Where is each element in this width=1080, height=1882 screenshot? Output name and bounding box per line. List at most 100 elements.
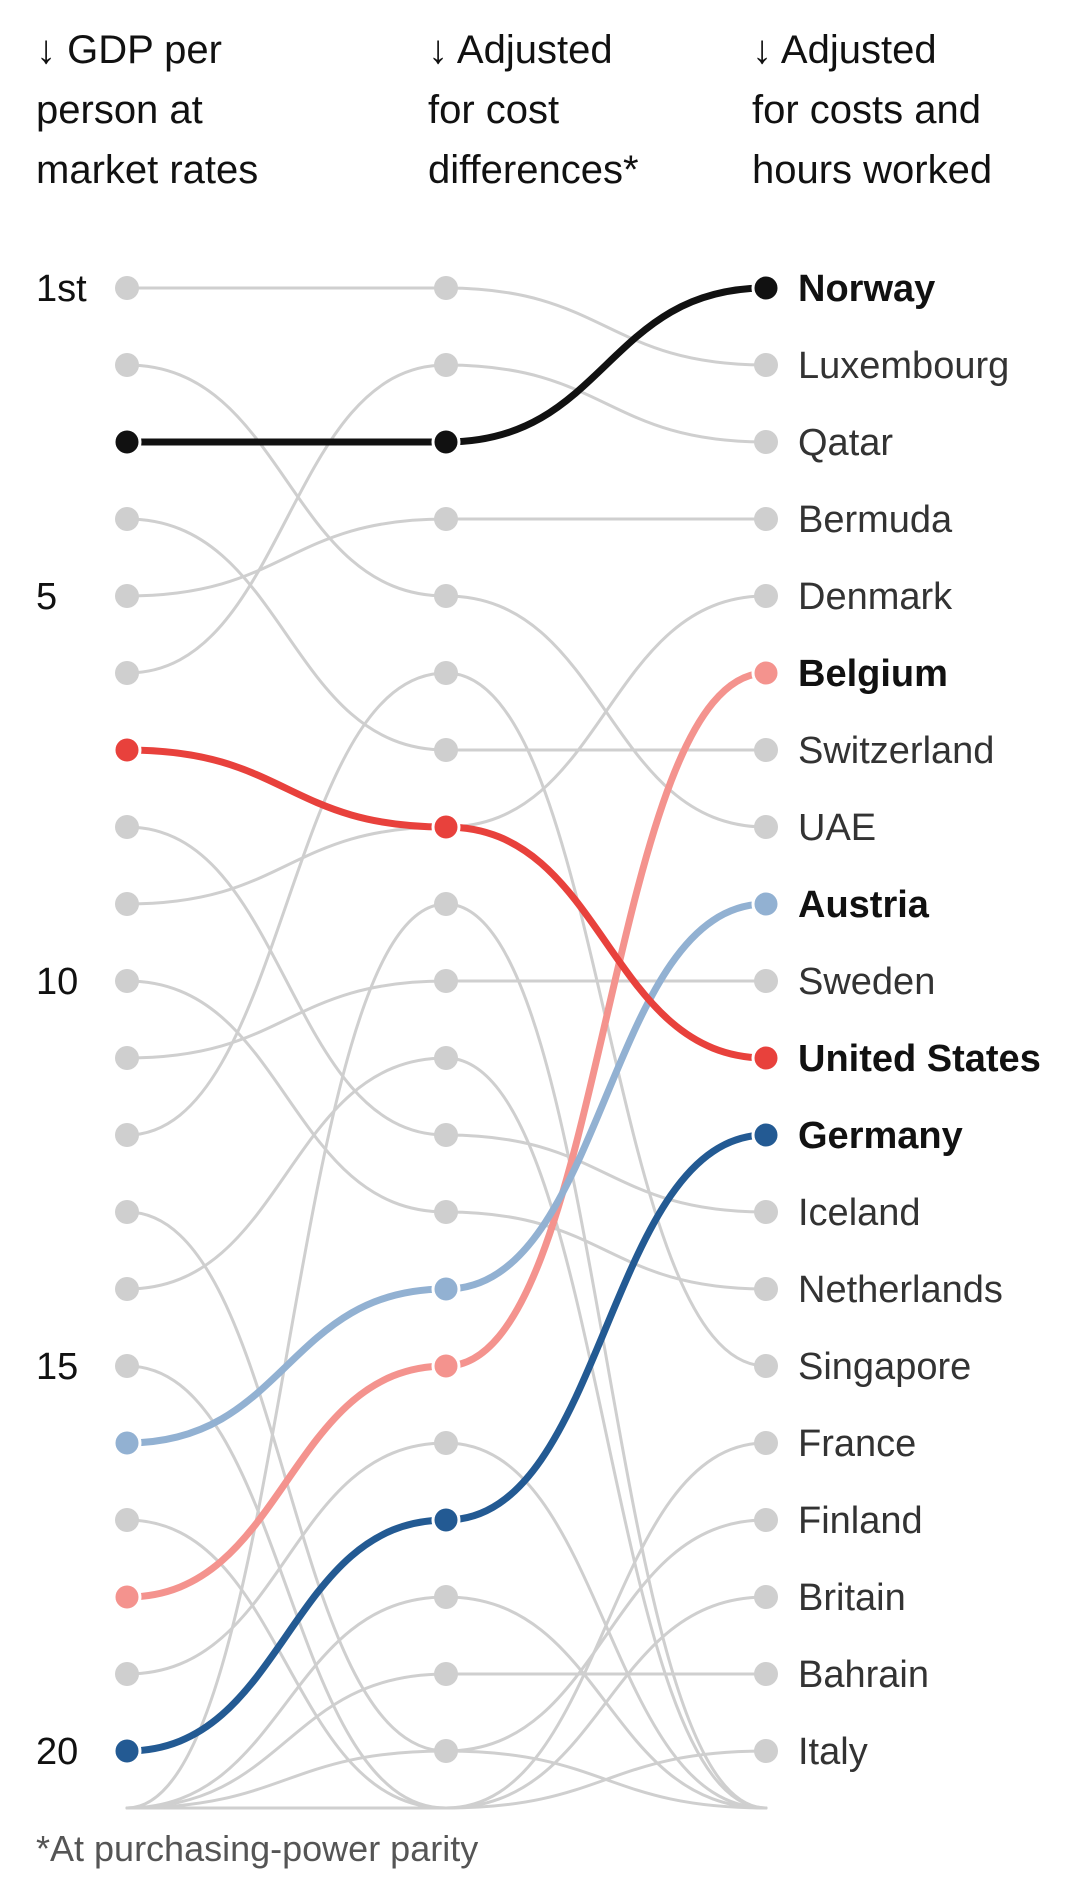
dot-col3-rank18 [754, 1585, 778, 1609]
line-austria [123, 900, 770, 1447]
line-norway [123, 284, 770, 446]
dot-col1-rank15 [115, 1354, 139, 1378]
country-label-uae: UAE [798, 807, 876, 849]
country-label-luxembourg: Luxembourg [798, 345, 1009, 387]
rank-label-1: 1st [36, 268, 87, 310]
line-switzerland [125, 517, 768, 752]
dot-col2-rank5 [434, 584, 458, 608]
dot-col3-rank2 [754, 353, 778, 377]
dot-col3-rank13 [754, 1200, 778, 1224]
dot-col2-rank2 [434, 353, 458, 377]
dot-belgium-col1 [112, 1582, 142, 1612]
dot-col1-rank5 [115, 584, 139, 608]
dot-germany-col1 [112, 1736, 142, 1766]
dot-col3-rank20 [754, 1739, 778, 1763]
highlight-dots-group [112, 273, 781, 1766]
dot-col2-rank1 [434, 276, 458, 300]
dot-col2-rank11 [434, 1046, 458, 1070]
dot-col1-rank10 [115, 969, 139, 993]
dot-col3-rank19 [754, 1662, 778, 1686]
dot-col3-rank4 [754, 507, 778, 531]
country-label-singapore: Singapore [798, 1346, 971, 1388]
footnote: *At purchasing-power parity [36, 1828, 479, 1869]
line-netherlands [125, 979, 768, 1291]
dot-austria-col2 [431, 1274, 461, 1304]
country-label-italy: Italy [798, 1731, 868, 1773]
dot-col1-rank1 [115, 276, 139, 300]
dot-col3-rank14 [754, 1277, 778, 1301]
dot-col1-rank6 [115, 661, 139, 685]
dot-col3-rank17 [754, 1508, 778, 1532]
dot-col1-rank12 [115, 1123, 139, 1147]
dot-col1-rank11 [115, 1046, 139, 1070]
dot-germany-col2 [431, 1505, 461, 1535]
country-label-qatar: Qatar [798, 422, 893, 464]
dot-col1-rank9 [115, 892, 139, 916]
country-label-sweden: Sweden [798, 961, 935, 1003]
country-label-iceland: Iceland [798, 1192, 921, 1234]
dot-col2-rank4 [434, 507, 458, 531]
country-label-norway: Norway [798, 268, 935, 310]
dot-col2-rank20 [434, 1739, 458, 1763]
country-label-bahrain: Bahrain [798, 1654, 929, 1696]
dot-col1-rank8 [115, 815, 139, 839]
country-label-united-states: United States [798, 1038, 1041, 1080]
rank-label-5: 5 [36, 576, 57, 618]
line-other-4 [125, 1595, 768, 1810]
dot-col1-rank2 [115, 353, 139, 377]
rank-label-10: 10 [36, 961, 78, 1003]
rank-labels-group: 1st 5 10 15 20 [36, 268, 87, 1773]
country-labels-group: Norway Luxembourg Qatar Bermuda Denmark Belgi… [798, 268, 1041, 1773]
country-label-belgium: Belgium [798, 653, 948, 695]
dot-col2-rank18 [434, 1585, 458, 1609]
country-label-netherlands: Netherlands [798, 1269, 1003, 1311]
country-label-bermuda: Bermuda [798, 499, 953, 541]
dot-austria-col3 [751, 889, 781, 919]
country-label-britain: Britain [798, 1577, 906, 1619]
dot-col3-rank3 [754, 430, 778, 454]
dot-col1-rank13 [115, 1200, 139, 1224]
line-bahrain [125, 1672, 768, 1810]
line-britain [125, 1364, 768, 1810]
dot-col2-rank16 [434, 1431, 458, 1455]
dot-col2-rank7 [434, 738, 458, 762]
line-belgium [123, 669, 770, 1601]
dot-belgium-col3 [751, 658, 781, 688]
dot-col1-rank4 [115, 507, 139, 531]
dot-col3-rank15 [754, 1354, 778, 1378]
dot-united-states-col2 [431, 812, 461, 842]
dot-norway-col1 [112, 427, 142, 457]
dot-col2-rank13 [434, 1200, 458, 1224]
header-adjusted-hours: ↓ Adjusted for costs and hours worked [752, 28, 993, 192]
header-adjusted-cost: ↓ Adjusted for cost differences* [428, 28, 639, 192]
dot-norway-col2 [431, 427, 461, 457]
dot-col1-rank17 [115, 1508, 139, 1532]
country-label-france: France [798, 1423, 916, 1465]
rank-label-20: 20 [36, 1731, 78, 1773]
dot-united-states-col1 [112, 735, 142, 765]
highlight-lines-group [123, 284, 770, 1755]
dot-austria-col1 [112, 1428, 142, 1458]
line-qatar [125, 363, 768, 675]
rank-label-15: 15 [36, 1346, 78, 1388]
country-label-switzerland: Switzerland [798, 730, 994, 772]
dot-col3-rank5 [754, 584, 778, 608]
dot-col2-rank19 [434, 1662, 458, 1686]
line-other-1 [125, 1056, 768, 1810]
line-iceland [125, 825, 768, 1214]
dot-col3-rank7 [754, 738, 778, 762]
country-label-finland: Finland [798, 1500, 923, 1542]
dot-col1-rank14 [115, 1277, 139, 1301]
dot-belgium-col2 [431, 1351, 461, 1381]
country-label-austria: Austria [798, 884, 930, 926]
dot-col1-rank19 [115, 1662, 139, 1686]
dot-united-states-col3 [751, 1043, 781, 1073]
header-gdp-market-rates: ↓ GDP per person at market rates [36, 28, 259, 192]
dot-col3-rank8 [754, 815, 778, 839]
country-label-germany: Germany [798, 1115, 963, 1157]
dot-col2-rank6 [434, 661, 458, 685]
country-label-denmark: Denmark [798, 576, 953, 618]
dot-col2-rank10 [434, 969, 458, 993]
dot-col2-rank9 [434, 892, 458, 916]
